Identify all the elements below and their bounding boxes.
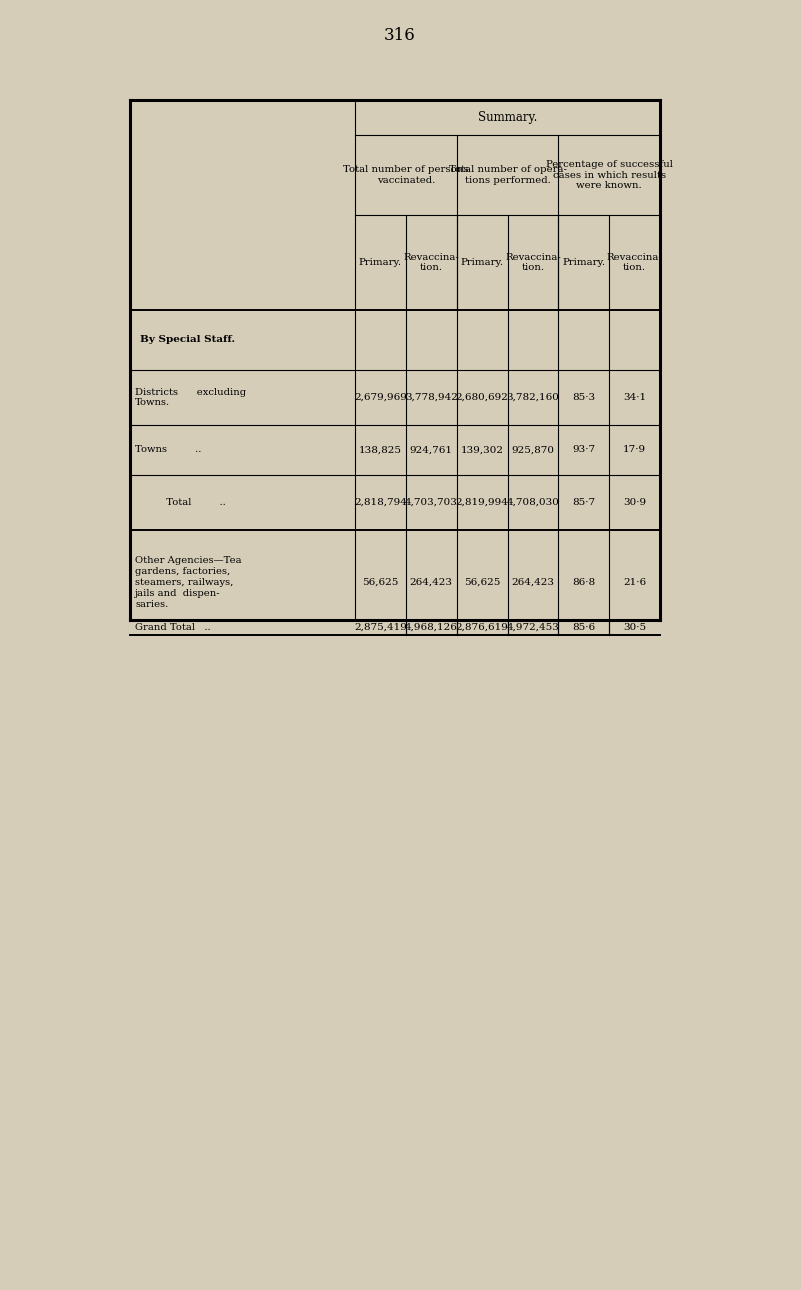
Text: 138,825: 138,825 (359, 445, 402, 454)
Text: 30·5: 30·5 (623, 623, 646, 632)
Text: 4,972,453: 4,972,453 (506, 623, 559, 632)
Text: Grand Total   ..: Grand Total .. (135, 623, 211, 632)
Text: Towns.: Towns. (135, 399, 170, 408)
Text: 264,423: 264,423 (410, 578, 453, 587)
Text: 316: 316 (384, 27, 416, 44)
Text: 21·6: 21·6 (623, 578, 646, 587)
Text: gardens, factories,: gardens, factories, (135, 568, 230, 577)
Text: 139,302: 139,302 (461, 445, 504, 454)
Text: steamers, railways,: steamers, railways, (135, 578, 233, 587)
Text: 30·9: 30·9 (623, 498, 646, 507)
Text: 85·6: 85·6 (572, 623, 595, 632)
Text: 85·3: 85·3 (572, 393, 595, 402)
Text: Primary.: Primary. (461, 258, 504, 267)
Text: Districts      excluding: Districts excluding (135, 387, 246, 396)
Text: 2,876,619: 2,876,619 (456, 623, 509, 632)
Text: Primary.: Primary. (359, 258, 402, 267)
Text: 93·7: 93·7 (572, 445, 595, 454)
Text: 56,625: 56,625 (362, 578, 399, 587)
Text: saries.: saries. (135, 600, 168, 609)
Text: 2,679,969: 2,679,969 (354, 393, 407, 402)
Text: 2,818,794: 2,818,794 (354, 498, 407, 507)
Text: Primary.: Primary. (562, 258, 606, 267)
Text: By Special Staff.: By Special Staff. (140, 335, 235, 344)
Text: Revaccina-
tion.: Revaccina- tion. (606, 253, 662, 272)
Text: 924,761: 924,761 (410, 445, 453, 454)
Text: 925,870: 925,870 (511, 445, 554, 454)
Text: 2,680,692: 2,680,692 (456, 393, 509, 402)
Text: Total number of opera-
tions performed.: Total number of opera- tions performed. (449, 165, 566, 184)
Text: 17·9: 17·9 (623, 445, 646, 454)
Text: 4,968,126: 4,968,126 (405, 623, 457, 632)
Text: Revaccina-
tion.: Revaccina- tion. (505, 253, 561, 272)
Text: Other Agencies—Tea: Other Agencies—Tea (135, 556, 242, 565)
Text: 264,423: 264,423 (511, 578, 554, 587)
Text: 85·7: 85·7 (572, 498, 595, 507)
Text: Revaccina-
tion.: Revaccina- tion. (404, 253, 459, 272)
Text: 4,708,030: 4,708,030 (506, 498, 559, 507)
Text: Total number of persons
vaccinated.: Total number of persons vaccinated. (343, 165, 469, 184)
Text: 3,782,160: 3,782,160 (506, 393, 559, 402)
Text: 3,778,942: 3,778,942 (405, 393, 457, 402)
Text: Total         ..: Total .. (135, 498, 226, 507)
Text: 56,625: 56,625 (464, 578, 501, 587)
Text: Summary.: Summary. (478, 111, 537, 124)
Text: Towns         ..: Towns .. (135, 445, 201, 454)
Text: Percentage of successful
cases in which results
were known.: Percentage of successful cases in which … (545, 160, 673, 190)
Text: 34·1: 34·1 (623, 393, 646, 402)
Text: 2,819,994: 2,819,994 (456, 498, 509, 507)
Text: 86·8: 86·8 (572, 578, 595, 587)
Text: jails and  dispen-: jails and dispen- (135, 590, 220, 599)
Text: 2,875,419: 2,875,419 (354, 623, 407, 632)
Text: 4,703,703: 4,703,703 (405, 498, 457, 507)
